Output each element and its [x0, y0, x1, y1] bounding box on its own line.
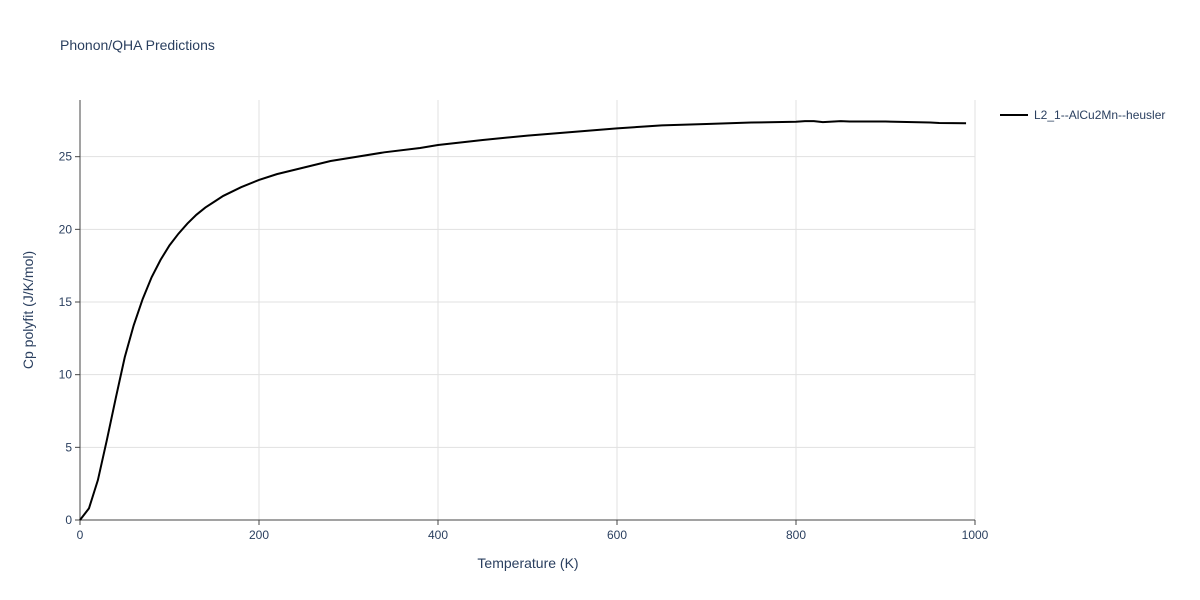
x-tick-label: 1000: [962, 528, 989, 542]
x-tick-label: 400: [428, 528, 448, 542]
y-tick-label: 0: [65, 513, 72, 527]
legend-label: L2_1--AlCu2Mn--heusler: [1034, 108, 1165, 122]
y-tick-label: 15: [59, 295, 73, 309]
x-tick-label: 0: [77, 528, 84, 542]
y-tick-label: 5: [65, 440, 72, 454]
x-axis-label: Temperature (K): [477, 555, 578, 571]
y-tick-label: 20: [59, 222, 73, 236]
line-series: [79, 120, 967, 521]
y-axis-label: Cp polyfit (J/K/mol): [20, 251, 36, 369]
y-tick-label: 25: [59, 150, 73, 164]
x-tick-label: 600: [607, 528, 627, 542]
chart-title: Phonon/QHA Predictions: [60, 37, 215, 53]
x-tick-label: 800: [786, 528, 806, 542]
x-tick-label: 200: [249, 528, 269, 542]
y-tick-label: 10: [59, 368, 73, 382]
